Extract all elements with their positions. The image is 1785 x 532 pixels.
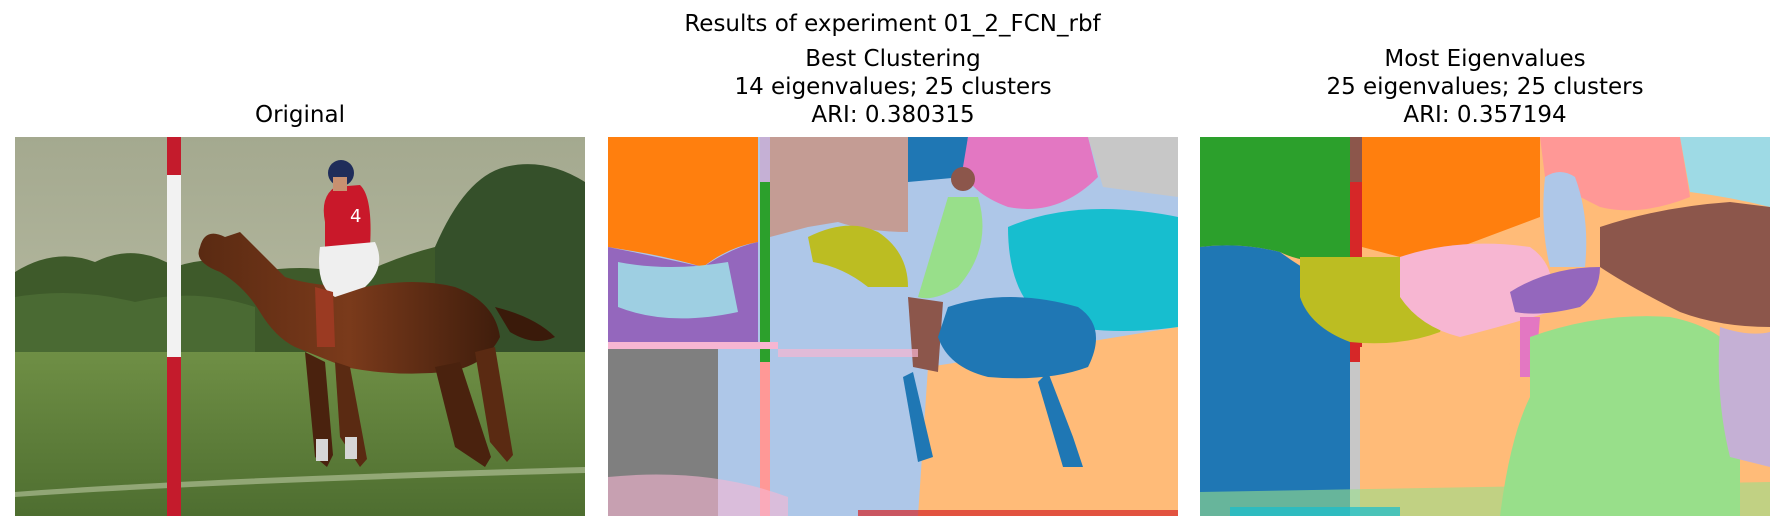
panel-best-title: Best Clustering 14 eigenvalues; 25 clust… (608, 45, 1178, 129)
figure-suptitle: Results of experiment 01_2_FCN_rbf (684, 11, 1101, 37)
svg-text:4: 4 (350, 206, 361, 227)
panel-most-title-line-3: ARI: 0.357194 (1403, 102, 1567, 128)
panel-best-title-line-1: Best Clustering (805, 46, 981, 72)
panel-most-title-line-1: Most Eigenvalues (1384, 46, 1586, 72)
original-photo: 4 (15, 137, 585, 516)
best-segmentation-map (608, 137, 1178, 516)
panel-best-title-line-3: ARI: 0.380315 (811, 102, 975, 128)
panel-original-title: Original (15, 101, 585, 129)
panel-best-title-line-2: 14 eigenvalues; 25 clusters (734, 74, 1052, 100)
panel-original-title-line-1: Original (254, 102, 345, 128)
panel-most-title-line-2: 25 eigenvalues; 25 clusters (1326, 74, 1644, 100)
most-segmentation-map (1200, 137, 1770, 516)
panel-most-image (1200, 137, 1770, 516)
panel-most-title: Most Eigenvalues 25 eigenvalues; 25 clus… (1200, 45, 1770, 129)
panel-best-image (608, 137, 1178, 516)
panel-original-image: 4 (15, 137, 585, 516)
